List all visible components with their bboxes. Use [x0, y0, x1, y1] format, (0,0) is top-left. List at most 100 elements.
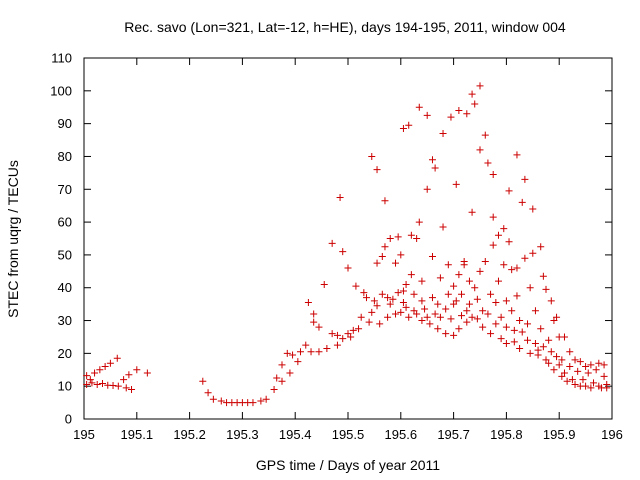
data-point	[526, 284, 534, 292]
data-point	[304, 298, 312, 306]
y-tick-label: 40	[58, 280, 72, 295]
data-point	[88, 379, 96, 387]
x-tick-label: 195.4	[279, 427, 312, 442]
data-point	[296, 348, 304, 356]
data-point	[373, 259, 381, 267]
data-point	[560, 333, 568, 341]
data-points	[83, 82, 611, 407]
data-point	[360, 289, 368, 297]
data-point	[423, 111, 431, 119]
data-point	[534, 351, 542, 359]
data-point	[547, 297, 555, 305]
data-point	[378, 253, 386, 261]
axis-ticks: 195 195.1 195.2 195.3 195.4 195.5 195.6 195.7 19…	[50, 51, 623, 443]
data-point	[489, 171, 497, 179]
data-point	[397, 308, 405, 316]
data-point	[434, 300, 442, 308]
data-point	[529, 249, 537, 257]
data-point	[209, 395, 217, 403]
data-point	[349, 326, 357, 334]
data-point	[384, 313, 392, 321]
data-point	[257, 397, 265, 405]
data-point	[513, 264, 521, 272]
data-point	[407, 271, 415, 279]
data-point	[428, 253, 436, 261]
data-point	[542, 285, 550, 293]
data-point	[444, 261, 452, 269]
data-point	[497, 313, 505, 321]
data-point	[328, 330, 336, 338]
data-point	[537, 243, 545, 251]
data-point	[468, 90, 476, 98]
data-point	[125, 371, 133, 379]
data-point	[355, 325, 363, 333]
data-point	[508, 307, 516, 315]
x-tick-label: 195.3	[226, 427, 259, 442]
data-point	[587, 361, 595, 369]
y-axis-label: STEC from uqrg / TECUs	[5, 160, 21, 318]
data-point	[479, 323, 487, 331]
data-point	[468, 313, 476, 321]
data-point	[333, 341, 341, 349]
data-point	[93, 381, 101, 389]
data-point	[484, 310, 492, 318]
data-point	[386, 235, 394, 242]
data-point	[476, 82, 484, 90]
data-point	[600, 372, 608, 380]
data-point	[315, 323, 323, 331]
data-point	[199, 377, 207, 385]
data-point	[476, 267, 484, 275]
data-point	[487, 290, 495, 298]
data-point	[555, 361, 563, 369]
data-point	[455, 325, 463, 333]
data-point	[270, 385, 278, 393]
data-point	[415, 103, 423, 111]
data-point	[376, 320, 384, 328]
data-point	[431, 310, 439, 318]
x-tick-label: 196	[601, 427, 623, 442]
data-point	[463, 307, 471, 315]
data-point	[500, 225, 508, 233]
data-point	[465, 277, 473, 285]
y-tick-label: 0	[65, 412, 72, 427]
data-point	[86, 376, 94, 384]
data-point	[283, 349, 291, 357]
data-point	[357, 313, 365, 321]
data-point	[547, 348, 555, 356]
x-tick-label: 195.8	[490, 427, 523, 442]
data-point	[500, 261, 508, 269]
data-point	[109, 382, 117, 390]
data-point	[529, 205, 537, 213]
data-point	[531, 340, 539, 348]
data-point	[439, 129, 447, 137]
data-point	[513, 151, 521, 159]
data-point	[545, 359, 553, 367]
data-point	[516, 317, 524, 325]
data-point	[323, 344, 331, 352]
data-point	[423, 185, 431, 193]
data-point	[384, 294, 392, 302]
data-point	[579, 376, 587, 384]
data-point	[426, 320, 434, 328]
data-point	[473, 315, 481, 323]
data-point	[558, 356, 566, 364]
data-point	[455, 271, 463, 279]
data-point	[463, 318, 471, 326]
data-point	[473, 295, 481, 303]
data-point	[571, 356, 579, 364]
y-tick-label: 30	[58, 313, 72, 328]
data-point	[310, 310, 318, 318]
data-point	[204, 389, 212, 397]
data-point	[510, 326, 518, 334]
data-point	[560, 369, 568, 377]
data-point	[143, 369, 151, 377]
data-point	[592, 366, 600, 374]
data-point	[521, 175, 529, 183]
data-point	[428, 156, 436, 164]
data-point	[566, 362, 574, 370]
data-point	[502, 340, 510, 348]
data-point	[381, 197, 389, 205]
data-point	[373, 302, 381, 310]
data-point	[476, 146, 484, 154]
data-point	[452, 297, 460, 305]
